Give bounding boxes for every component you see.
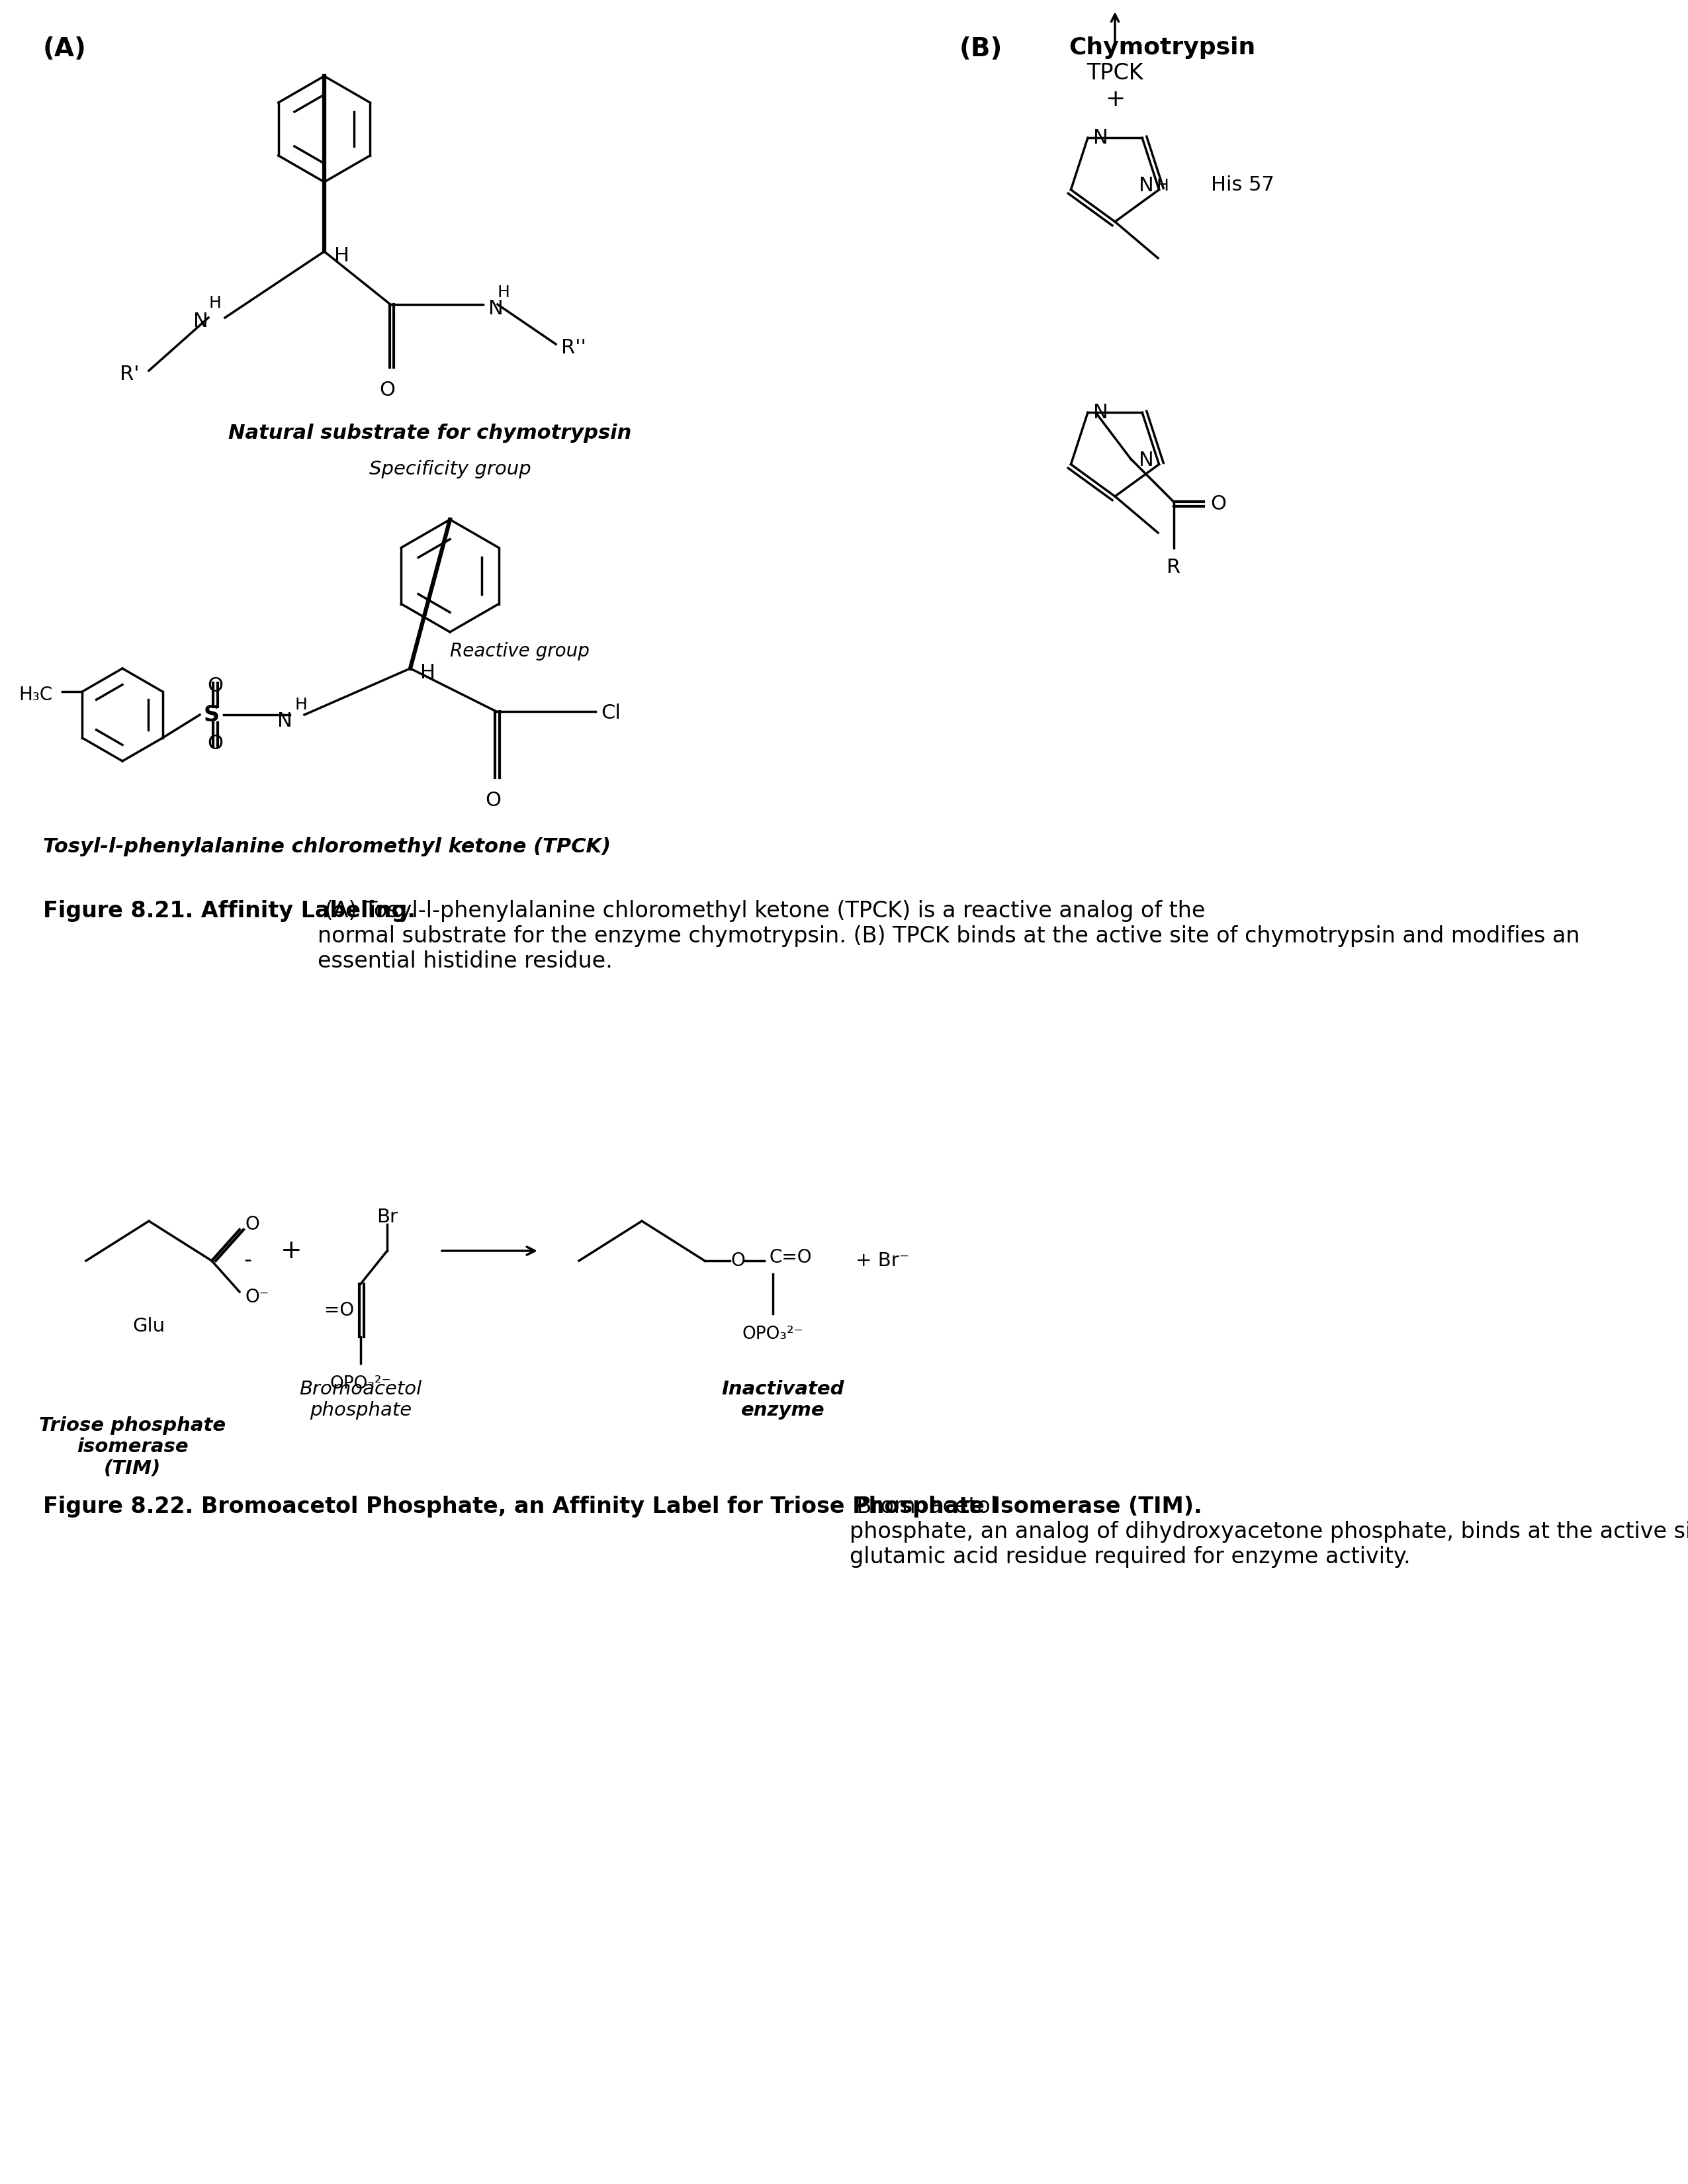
Text: H₃C: H₃C [19,686,52,703]
Text: +: + [280,1238,302,1262]
Text: O: O [380,380,395,400]
Text: Figure 8.22. Bromoacetol Phosphate, an Affinity Label for Triose Phosphate Isome: Figure 8.22. Bromoacetol Phosphate, an A… [42,1496,1202,1518]
Text: N: N [194,312,208,330]
Text: =O: =O [324,1302,354,1319]
Text: N: N [1139,175,1153,194]
Text: N: N [1139,450,1153,470]
Text: H: H [1156,177,1168,194]
Text: Natural substrate for chymotrypsin: Natural substrate for chymotrypsin [228,424,631,443]
Text: C=O: C=O [770,1249,812,1267]
Text: H: H [295,697,307,712]
Text: H: H [498,284,510,301]
Text: R'': R'' [560,339,586,356]
Text: Triose phosphate
isomerase
(TIM): Triose phosphate isomerase (TIM) [39,1415,226,1479]
Text: (A) Tosyl-l-phenylalanine chloromethyl ketone (TPCK) is a reactive analog of the: (A) Tosyl-l-phenylalanine chloromethyl k… [317,900,1580,972]
Text: (B): (B) [959,37,1003,61]
Text: O: O [484,791,501,810]
Text: H: H [334,247,349,266]
Text: Specificity group: Specificity group [370,461,532,478]
Text: N: N [488,299,503,319]
Text: His 57: His 57 [1210,175,1274,194]
Text: Br: Br [376,1208,398,1227]
Text: O: O [208,677,223,695]
Text: Bromoacetol
phosphate, an analog of dihydroxyacetone phosphate, binds at the act: Bromoacetol phosphate, an analog of dihy… [849,1496,1688,1568]
Text: Inactivated
enzyme: Inactivated enzyme [721,1380,844,1420]
Text: S: S [204,703,219,725]
Text: O: O [208,734,223,753]
Text: Glu: Glu [133,1317,165,1337]
Text: Chymotrypsin: Chymotrypsin [1069,37,1256,59]
Text: R': R' [120,365,138,384]
Text: O⁻: O⁻ [245,1289,268,1306]
Text: + Br⁻: + Br⁻ [856,1251,910,1271]
Text: (A): (A) [42,37,86,61]
Text: N: N [1094,129,1107,149]
Text: Bromoacetol
phosphate: Bromoacetol phosphate [299,1380,422,1420]
Text: O: O [245,1214,260,1234]
Text: Tosyl-l-phenylalanine chloromethyl ketone (TPCK): Tosyl-l-phenylalanine chloromethyl keton… [42,836,611,856]
Text: +: + [1106,87,1124,111]
Text: OPO₃²⁻: OPO₃²⁻ [743,1326,803,1343]
Text: O: O [1210,494,1225,513]
Text: Cl: Cl [601,703,621,723]
Text: -: - [243,1249,252,1271]
Text: H: H [209,295,221,310]
Text: Figure 8.21. Affinity Labeling.: Figure 8.21. Affinity Labeling. [42,900,415,922]
Text: H: H [420,664,436,681]
Text: OPO₃²⁻: OPO₃²⁻ [331,1376,392,1393]
Text: Reactive group: Reactive group [451,642,589,660]
Text: O: O [731,1251,746,1271]
Text: R: R [1166,559,1182,577]
Text: N: N [1094,404,1107,422]
Text: TPCK: TPCK [1087,61,1143,83]
Text: N: N [277,712,292,732]
